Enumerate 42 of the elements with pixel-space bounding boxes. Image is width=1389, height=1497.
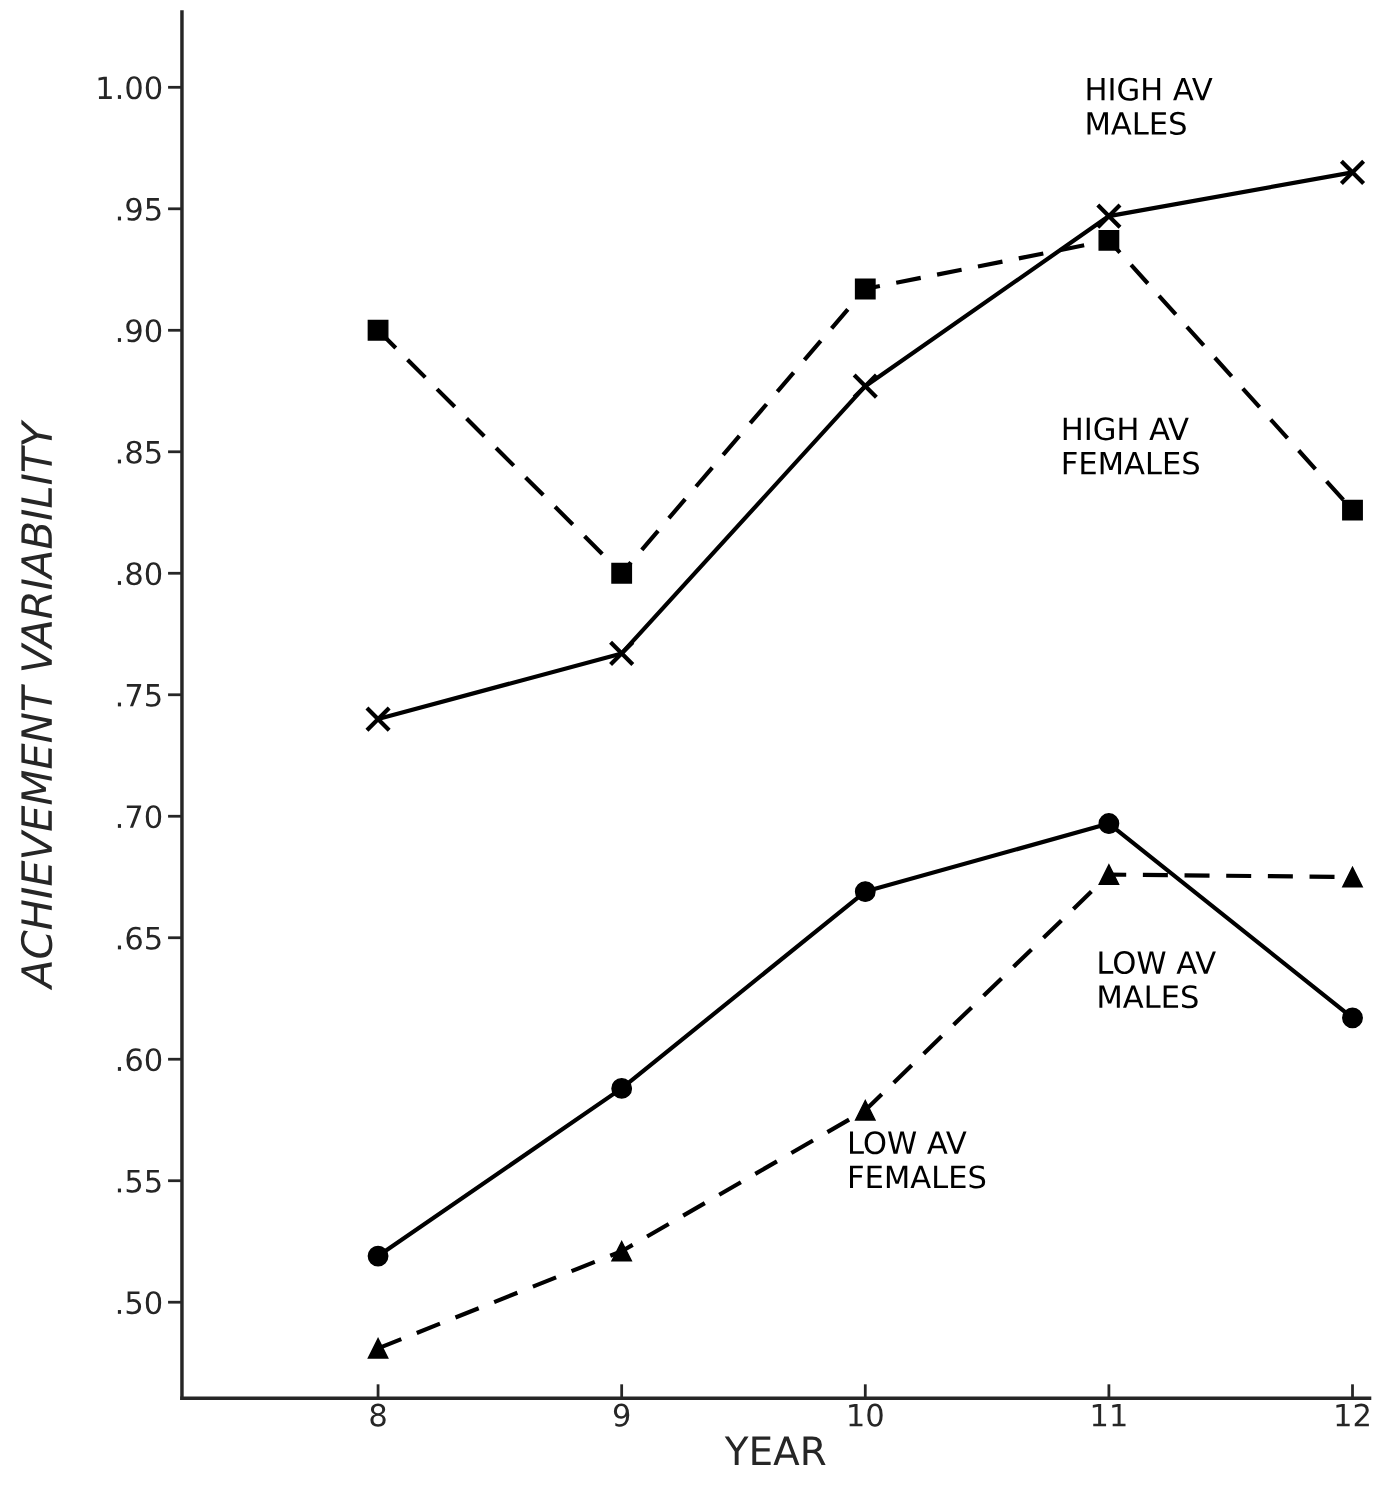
y-axis-title: ACHIEVEMENT VARIABILITY [20,419,53,991]
x-tick-label: 11 [1092,1404,1126,1427]
point [1342,866,1363,888]
point [611,1240,633,1262]
point [854,278,876,300]
y-tick-label: .60 [117,1048,162,1072]
point [1342,499,1363,521]
y-tick-label: .75 [117,684,161,707]
point [608,640,635,667]
series-label: HIGH AV FEMALES [1063,417,1199,475]
point [367,1245,389,1267]
x-tick-label: 8 [370,1403,386,1427]
y-tick-label: .65 [117,926,161,950]
series-label: LOW AV MALES [1099,950,1216,1009]
y-tick-label: .70 [117,805,162,829]
x-tick-label: 9 [613,1403,630,1427]
point [1098,229,1120,251]
point [364,705,392,733]
y-tick-label: 1.00 [98,76,162,100]
y-tick-label: .85 [117,440,161,464]
point [1342,1007,1363,1029]
x-tick-label: 10 [849,1403,883,1427]
x-axis-title: YEAR [724,1436,826,1465]
point [1098,813,1120,834]
y-tick-label: .55 [117,1170,161,1193]
point [611,562,633,584]
point [1095,202,1123,230]
point [1098,864,1120,885]
point [367,1337,389,1359]
point [367,319,389,341]
point [611,1077,633,1099]
series-label: LOW AV FEMALES [850,1131,986,1189]
point [1339,159,1366,186]
y-tick-label: .50 [117,1291,162,1315]
point [852,372,879,400]
text: HIGH AV MALES [1087,77,1213,135]
y-tick-label: .95 [117,197,161,221]
point [854,1099,876,1121]
y-tick-label: .80 [117,562,162,586]
y-tick-label: .90 [117,319,162,343]
point [854,881,876,902]
x-tick-label: 12 [1336,1403,1369,1427]
